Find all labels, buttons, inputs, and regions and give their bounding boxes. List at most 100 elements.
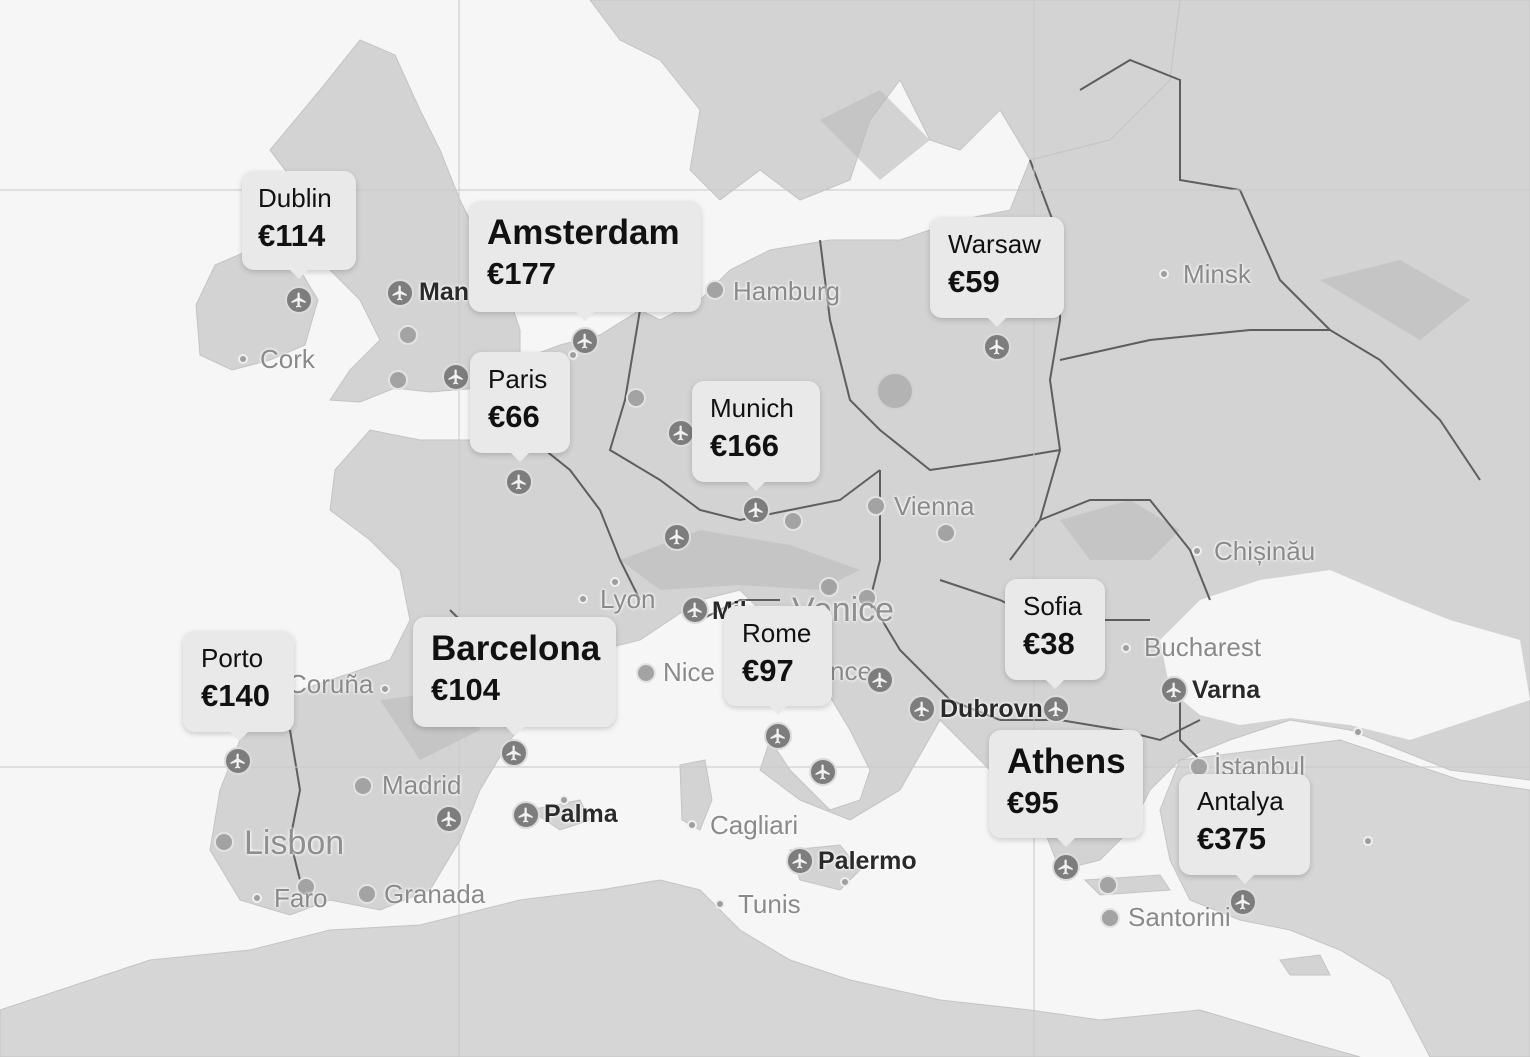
place-label-palermo: Palermo — [818, 847, 917, 875]
callout-city: Sofia — [1023, 591, 1083, 621]
airplane-icon[interactable] — [908, 695, 936, 723]
callout-price: €114 — [258, 218, 326, 253]
airplane-icon[interactable] — [786, 847, 814, 875]
place-dot — [1363, 836, 1373, 846]
place-label-hamburg: Hamburg — [733, 276, 840, 306]
airplane-icon[interactable] — [435, 805, 463, 833]
callout-city: Barcelona — [431, 629, 601, 668]
callout-city: Amsterdam — [487, 213, 680, 252]
callout-city: Dublin — [258, 183, 332, 213]
callout-price: €59 — [948, 264, 1000, 299]
place-label-nice: Nice — [663, 657, 716, 687]
place-dot — [1192, 546, 1202, 556]
place-dot — [238, 354, 248, 364]
airplane-icon[interactable] — [1160, 676, 1188, 704]
airplane-icon[interactable] — [983, 333, 1011, 361]
place-label-cork: Cork — [260, 344, 315, 374]
place-dot — [1121, 643, 1131, 653]
callout-price: €38 — [1023, 626, 1075, 661]
callout-city: Munich — [710, 393, 794, 423]
place-dot — [388, 370, 408, 390]
price-callout-amsterdam[interactable]: Amsterdam €177 — [469, 201, 701, 321]
place-dot — [866, 496, 886, 516]
airplane-icon[interactable] — [1042, 695, 1070, 723]
callout-city: Athens — [1007, 742, 1126, 781]
callout-price: €104 — [431, 672, 500, 707]
place-dot — [876, 372, 914, 410]
place-dot — [296, 877, 316, 897]
airplane-icon[interactable] — [667, 419, 695, 447]
callout-city: Warsaw — [948, 229, 1041, 259]
price-callout-dublin[interactable]: Dublin €114 — [242, 171, 356, 279]
airplane-icon[interactable] — [285, 286, 313, 314]
place-dot — [559, 795, 569, 805]
place-label-lyon: Lyon — [600, 584, 656, 614]
place-label-faro: Faro — [274, 883, 328, 913]
airplane-icon[interactable] — [663, 523, 691, 551]
place-dot — [687, 820, 697, 830]
callout-price: €375 — [1197, 821, 1266, 856]
place-label-tunis: Tunis — [738, 889, 801, 919]
place-dot — [353, 776, 373, 796]
airplane-icon[interactable] — [512, 801, 540, 829]
airplane-icon[interactable] — [1229, 888, 1257, 916]
airplane-icon[interactable] — [442, 363, 470, 391]
place-label-varna: Varna — [1192, 676, 1261, 704]
price-callout-porto[interactable]: Porto €140 — [183, 631, 294, 741]
price-callout-munich[interactable]: Munich €166 — [692, 381, 820, 491]
airplane-icon[interactable] — [742, 496, 770, 524]
place-label-bucharest: Bucharest — [1144, 632, 1262, 662]
callout-city: Antalya — [1197, 786, 1284, 816]
price-callout-athens[interactable]: Athens €95 — [989, 730, 1143, 847]
place-dot — [214, 832, 234, 852]
place-label-palma: Palma — [544, 800, 618, 828]
place-dot — [840, 877, 850, 887]
place-dot — [568, 350, 578, 360]
price-callout-antalya[interactable]: Antalya €375 — [1179, 774, 1310, 884]
place-dot — [252, 893, 262, 903]
place-label-vienna: Vienna — [894, 491, 975, 521]
place-label-minsk: Minsk — [1183, 259, 1251, 289]
place-dot — [1353, 727, 1363, 737]
place-label-madrid: Madrid — [382, 770, 462, 800]
place-dot — [936, 523, 956, 543]
place-label-chisinau: Chișinău — [1214, 536, 1316, 566]
place-dot — [380, 684, 390, 694]
price-callout-warsaw[interactable]: Warsaw €59 — [930, 217, 1064, 327]
price-callout-rome[interactable]: Rome €97 — [724, 606, 832, 715]
place-dot — [1159, 269, 1169, 279]
price-callout-sofia[interactable]: Sofia €38 — [1005, 579, 1105, 689]
place-dot — [857, 588, 877, 608]
callout-city: Rome — [742, 618, 812, 648]
place-dot — [610, 577, 620, 587]
place-dot — [578, 594, 588, 604]
callout-city: Porto — [201, 643, 264, 673]
airplane-icon[interactable] — [505, 468, 533, 496]
airplane-icon[interactable] — [1052, 853, 1080, 881]
airplane-icon[interactable] — [386, 279, 414, 307]
place-dot — [819, 577, 839, 597]
airplane-icon[interactable] — [866, 666, 894, 694]
place-dot — [1098, 875, 1118, 895]
place-label-santorini: Santorini — [1128, 902, 1231, 932]
place-label-manchester: Man — [419, 278, 469, 306]
price-callout-paris[interactable]: Paris €66 — [470, 352, 570, 462]
callout-price: €97 — [742, 653, 794, 688]
airplane-icon[interactable] — [571, 327, 599, 355]
callout-price: €166 — [710, 428, 779, 463]
place-dot — [1100, 908, 1120, 928]
price-callout-barcelona[interactable]: Barcelona €104 — [413, 617, 616, 736]
airplane-icon[interactable] — [809, 758, 837, 786]
place-label-coruna: Coruña — [288, 669, 374, 699]
place-dot — [636, 663, 656, 683]
airplane-icon[interactable] — [764, 722, 792, 750]
place-dot — [626, 388, 646, 408]
place-label-florence: nce — [830, 656, 872, 686]
place-dot — [357, 884, 377, 904]
airplane-icon[interactable] — [224, 747, 252, 775]
airplane-icon[interactable] — [500, 739, 528, 767]
place-dot — [715, 899, 725, 909]
place-label-cagliari: Cagliari — [710, 810, 799, 840]
airplane-icon[interactable] — [681, 596, 709, 624]
